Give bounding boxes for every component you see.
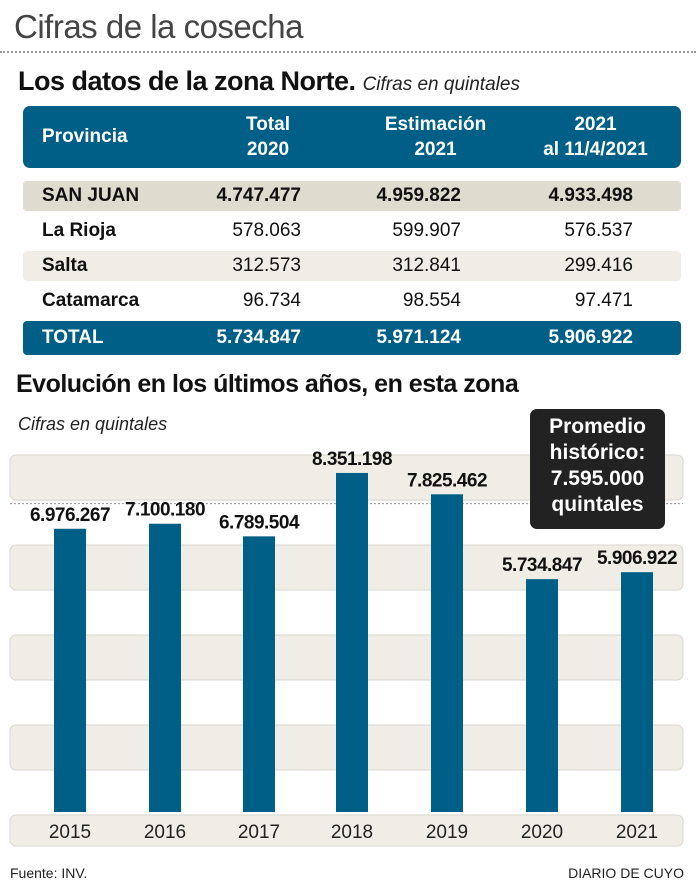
province-cell: Salta (42, 255, 88, 276)
table-row: Salta 312.573 312.841 299.416 (23, 251, 681, 281)
x-tick-label: 2015 (49, 822, 91, 843)
province-cell: Catamarca (42, 290, 140, 311)
header-line: al 11/4/2021 (543, 139, 648, 160)
province-cell: La Rioja (42, 220, 116, 241)
table-title: Los datos de la zona Norte. Cifras en qu… (18, 66, 520, 97)
table-title-text: Los datos de la zona Norte. (18, 66, 356, 96)
value-cell: 4.933.498 (548, 185, 633, 206)
header-estimacion-2021: Estimación 2021 (363, 112, 508, 162)
table-row: SAN JUAN 4.747.477 4.959.822 4.933.498 (23, 181, 681, 211)
value-cell: 4.959.822 (376, 185, 461, 206)
value-cell: 576.537 (564, 220, 633, 241)
value-cell: 5.906.922 (548, 327, 633, 348)
x-tick-label: 2017 (238, 822, 280, 843)
bar-2017 (243, 536, 275, 812)
bar-2021 (621, 572, 653, 812)
data-label: 6.976.267 (30, 505, 110, 526)
header-2021-actual: 2021 al 11/4/2021 (523, 112, 668, 162)
page-title: Cifras de la cosecha (14, 8, 303, 45)
bar-2019 (431, 494, 463, 812)
header-line: 2020 (246, 139, 290, 160)
value-cell: 4.747.477 (216, 185, 301, 206)
value-cell: 299.416 (564, 255, 633, 276)
average-line-1: Promedio (549, 415, 646, 438)
dotted-divider (0, 51, 696, 53)
value-cell: 312.573 (232, 255, 301, 276)
data-label: 7.825.462 (407, 470, 487, 491)
table-row: TOTAL 5.734.847 5.971.124 5.906.922 (23, 321, 681, 355)
province-cell: TOTAL (42, 327, 104, 348)
bar-2020 (526, 579, 558, 812)
average-line-2: histórico: (549, 441, 646, 464)
table-row: La Rioja 578.063 599.907 576.537 (23, 216, 681, 246)
bar-2018 (336, 472, 368, 812)
value-cell: 5.734.847 (216, 327, 301, 348)
header-line: 2021 (574, 114, 617, 135)
value-cell: 98.554 (402, 290, 461, 311)
bar-chart: 6.976.267 2015 7.100.180 2016 6.789.504 2017 8… (9, 449, 684, 847)
chart-subtitle: Cifras en quintales (18, 414, 168, 434)
x-axis-band (9, 814, 684, 847)
x-tick-label: 2021 (616, 822, 658, 843)
header-line: 2021 (414, 139, 457, 160)
data-label: 8.351.198 (312, 449, 392, 470)
x-tick-label: 2016 (144, 822, 186, 843)
header-line: Total (246, 114, 290, 135)
value-cell: 96.734 (242, 290, 301, 311)
data-label: 6.789.504 (219, 512, 300, 533)
value-cell: 97.471 (574, 290, 633, 311)
header-line: Estimación (384, 114, 487, 135)
table-header: Provincia Total 2020 Estimación 2021 2021 a… (23, 106, 681, 168)
x-tick-label: 2019 (426, 822, 468, 843)
data-label: 5.906.922 (597, 548, 677, 569)
x-tick-label: 2018 (331, 822, 373, 843)
value-cell: 312.841 (392, 255, 461, 276)
credit: DIARIO DE CUYO (568, 865, 684, 881)
province-cell: SAN JUAN (42, 185, 140, 206)
bar-2016 (149, 523, 181, 812)
source: Fuente: INV. (10, 865, 88, 881)
data-label: 5.734.847 (502, 555, 582, 576)
value-cell: 5.971.124 (376, 327, 461, 348)
value-cell: 578.063 (232, 220, 301, 241)
table-row: Catamarca 96.734 98.554 97.471 (23, 286, 681, 316)
bar-2015 (54, 528, 86, 812)
average-box: Promedio histórico: 7.595.000 quintales (530, 409, 665, 529)
average-value: 7.595.000 (550, 467, 645, 490)
table-subtitle: Cifras en quintales (362, 74, 520, 95)
header-total-2020: Total 2020 (218, 112, 318, 162)
x-tick-label: 2020 (521, 822, 563, 843)
value-cell: 599.907 (392, 220, 461, 241)
average-line-4: quintales (551, 493, 644, 516)
chart-title: Evolución en los últimos años, en esta z… (16, 370, 519, 398)
data-label: 7.100.180 (125, 500, 205, 521)
header-provincia: Provincia (42, 126, 128, 147)
